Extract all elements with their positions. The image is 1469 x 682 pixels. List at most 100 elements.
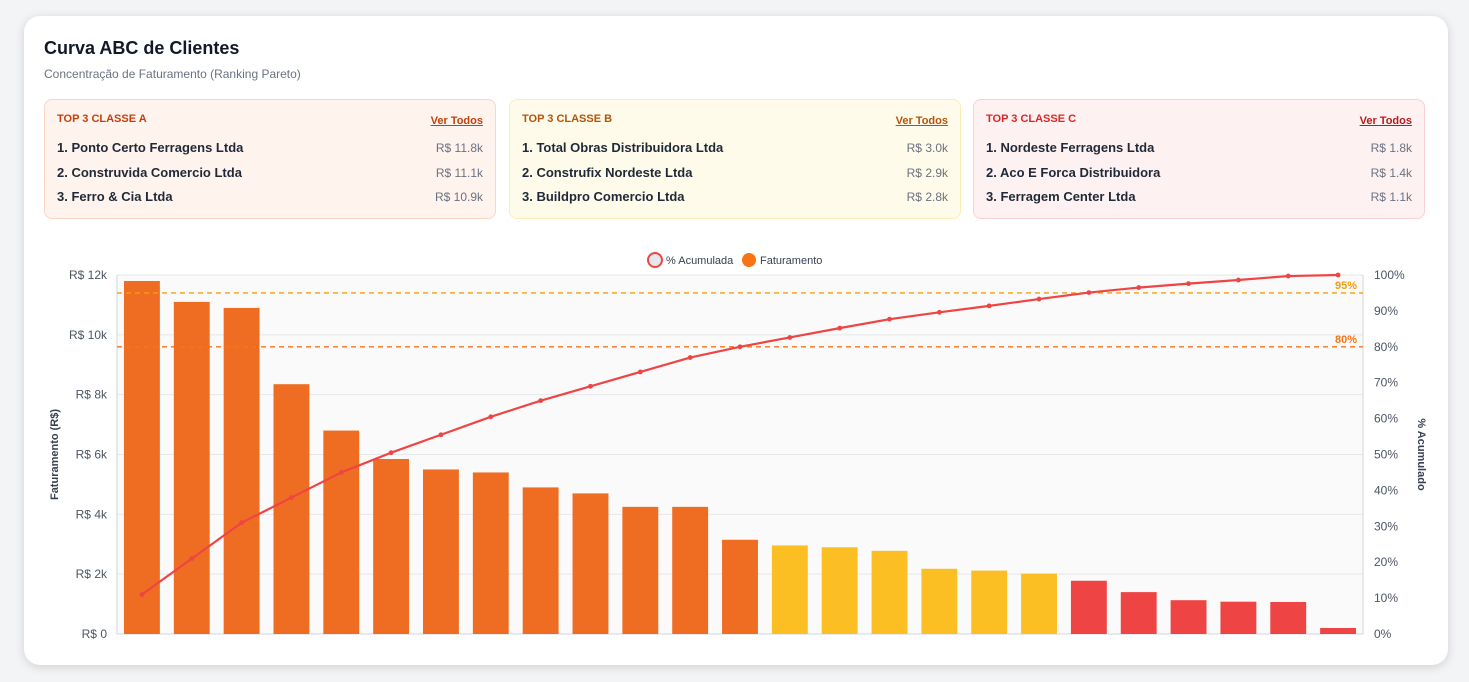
y-axis-title-left: Faturamento (R$) [49, 409, 61, 500]
list-item: 3. Buildpro Comercio Ltda R$ 2.8k [522, 189, 948, 207]
chart-bar [1120, 592, 1157, 634]
cumulative-point [289, 495, 294, 500]
chart-bar [622, 506, 659, 634]
y-tick-right: 70% [1374, 376, 1398, 390]
cumulative-point [1285, 273, 1291, 279]
cumulative-point [338, 470, 344, 475]
cumulative-point [837, 325, 843, 331]
list-item: 2. Construvida Comercio Ltda R$ 11.1k [57, 165, 483, 183]
top3-class-b-panel: TOP 3 CLASSE B Ver Todos 1. Total Obras … [509, 99, 961, 219]
y-tick-left: R$ 12k [69, 268, 108, 282]
cumulative-point [936, 309, 942, 315]
client-value: R$ 2.9k [906, 166, 948, 180]
y-tick-left: R$ 8k [76, 388, 108, 402]
cumulative-point [986, 303, 992, 309]
cumulative-point [787, 335, 793, 340]
client-name: 3. Ferragem Center Ltda [986, 189, 1136, 204]
y-tick-left: R$ 6k [76, 448, 108, 462]
chart-bar [871, 550, 908, 634]
cumulative-point [189, 556, 195, 562]
threshold-label: 95% [1335, 280, 1357, 292]
cumulative-point [139, 592, 145, 597]
client-name: 2. Aco E Forca Distribuidora [986, 165, 1161, 180]
cumulative-point [488, 414, 494, 420]
client-name: 2. Construvida Comercio Ltda [57, 165, 242, 180]
y-tick-left: R$ 0 [82, 627, 108, 641]
chart-bar [223, 307, 260, 634]
client-value: R$ 1.1k [1370, 190, 1412, 204]
cumulative-point [737, 344, 743, 350]
cumulative-point [388, 450, 394, 456]
y-tick-right: 60% [1374, 412, 1398, 426]
cumulative-point [438, 432, 444, 438]
top3-class-c-panel: TOP 3 CLASSE C Ver Todos 1. Nordeste Fer… [973, 99, 1425, 219]
list-item: 1. Total Obras Distribuidora Ltda R$ 3.0… [522, 140, 948, 158]
cumulative-point [239, 520, 245, 526]
chart-bar [1270, 601, 1307, 634]
y-tick-right: 0% [1374, 627, 1392, 641]
class-c-view-all-link[interactable]: Ver Todos [1359, 115, 1412, 127]
list-item: 2. Aco E Forca Distribuidora R$ 1.4k [986, 165, 1412, 183]
client-name: 3. Buildpro Comercio Ltda [522, 189, 685, 204]
y-tick-left: R$ 2k [76, 567, 108, 581]
legend-swatch-cumulative [647, 252, 663, 268]
client-name: 1. Ponto Certo Ferragens Ltda [57, 140, 244, 155]
threshold-label: 80% [1335, 334, 1357, 346]
chart-bar [821, 547, 858, 634]
chart-bar [572, 493, 609, 634]
y-tick-right: 100% [1374, 268, 1405, 282]
list-item: 2. Construfix Nordeste Ltda R$ 2.9k [522, 165, 948, 183]
top3-class-b-heading: TOP 3 CLASSE B [522, 113, 613, 125]
chart-bar [971, 570, 1008, 634]
client-name: 2. Construfix Nordeste Ltda [522, 165, 693, 180]
cumulative-point [1086, 290, 1092, 295]
y-tick-right: 30% [1374, 519, 1398, 533]
y-tick-right: 10% [1374, 591, 1398, 605]
abc-curve-card: Curva ABC de Clientes Concentração de Fa… [24, 16, 1448, 665]
chart-bar [722, 539, 758, 634]
class-a-view-all-link[interactable]: Ver Todos [430, 115, 483, 127]
chart-bar [1170, 600, 1207, 634]
top3-class-a-heading: TOP 3 CLASSE A [57, 113, 147, 125]
chart-bar [1320, 628, 1357, 634]
y-axis-title-right: % Acumulado [1415, 418, 1427, 491]
y-tick-left: R$ 10k [69, 328, 108, 342]
client-name: 1. Total Obras Distribuidora Ltda [522, 140, 724, 155]
client-value: R$ 10.9k [434, 190, 483, 204]
chart-bar [672, 506, 709, 634]
chart-bar [373, 458, 410, 634]
chart-bar [1220, 601, 1257, 634]
page-title: Curva ABC de Clientes [44, 38, 240, 58]
list-item: 1. Nordeste Ferragens Ltda R$ 1.8k [986, 140, 1412, 158]
page-subtitle: Concentração de Faturamento (Ranking Par… [44, 67, 301, 81]
y-tick-right: 80% [1374, 340, 1398, 354]
top3-class-a-panel: TOP 3 CLASSE A Ver Todos 1. Ponto Certo … [44, 99, 496, 219]
cumulative-point [588, 383, 593, 389]
chart-bar [423, 469, 459, 634]
cumulative-point [1136, 285, 1142, 290]
client-name: 1. Nordeste Ferragens Ltda [986, 140, 1155, 155]
client-value: R$ 2.8k [906, 190, 948, 204]
client-value: R$ 11.1k [435, 166, 483, 180]
chart-bar [173, 301, 210, 634]
chart-bar [273, 384, 310, 634]
cumulative-point [1335, 272, 1341, 278]
cumulative-point [687, 355, 693, 360]
legend-swatch-revenue [742, 253, 756, 267]
cumulative-point [1236, 277, 1241, 283]
client-value: R$ 1.4k [1370, 166, 1412, 180]
cumulative-point [887, 316, 892, 322]
client-name: 3. Ferro & Cia Ltda [57, 189, 173, 204]
class-b-view-all-link[interactable]: Ver Todos [895, 115, 948, 127]
legend-label-cumulative: % Acumulada [666, 255, 734, 267]
y-tick-left: R$ 4k [76, 507, 108, 521]
y-tick-right: 90% [1374, 304, 1398, 318]
y-tick-right: 20% [1374, 555, 1398, 569]
chart-bar [472, 472, 509, 634]
list-item: 1. Ponto Certo Ferragens Ltda R$ 11.8k [57, 140, 483, 158]
cumulative-point [1186, 281, 1191, 287]
pareto-chart: R$ 0 R$ 2k R$ 4k R$ 6k R$ 8k R$ 10k R$ 12k 0% 10… [49, 252, 1427, 641]
list-item: 3. Ferro & Cia Ltda R$ 10.9k [57, 189, 483, 207]
client-value: R$ 11.8k [435, 141, 483, 155]
chart-bar [522, 487, 559, 634]
